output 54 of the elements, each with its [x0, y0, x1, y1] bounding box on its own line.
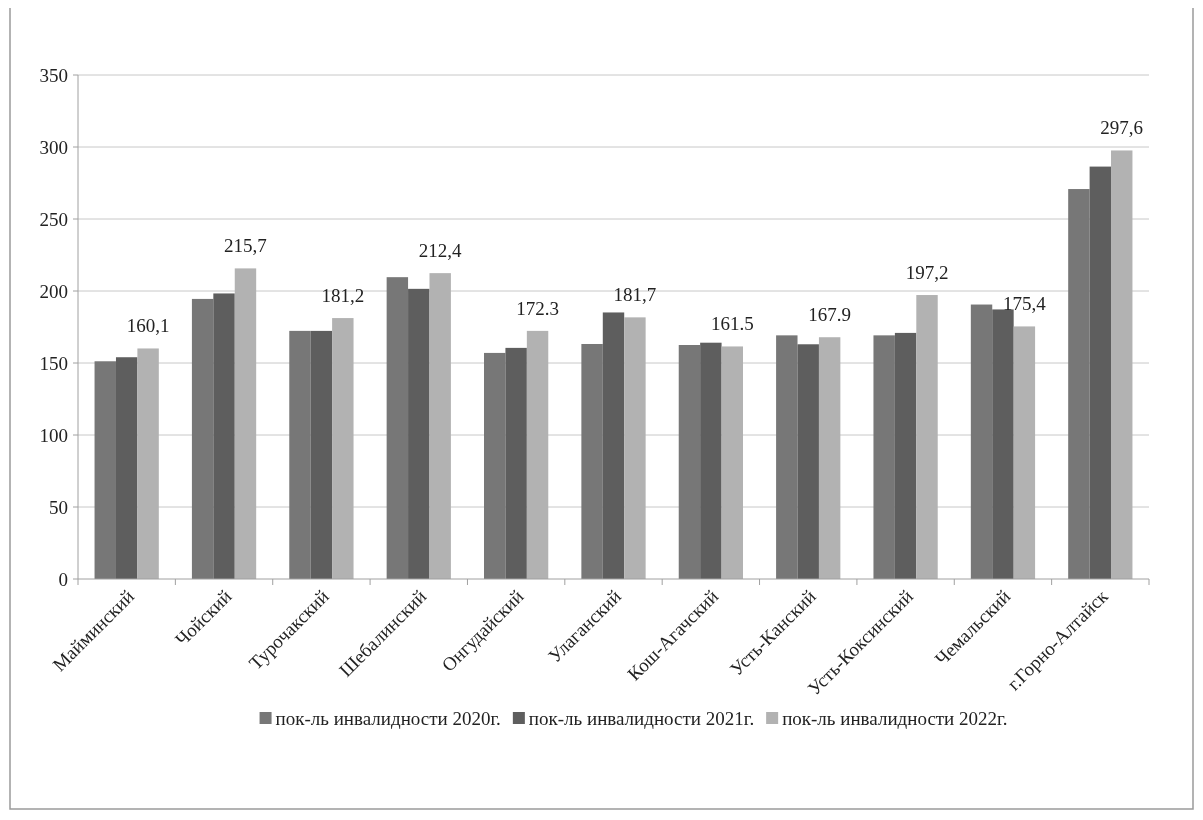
bar	[894, 332, 917, 579]
data-label: 215,7	[224, 235, 267, 257]
y-tick-label: 100	[39, 424, 68, 446]
bar	[94, 361, 116, 579]
bar	[797, 344, 819, 579]
bar	[234, 268, 257, 579]
bar	[1089, 166, 1112, 579]
bar	[873, 335, 895, 579]
y-tick-label: 250	[39, 208, 68, 230]
y-tick-label: 50	[49, 496, 68, 518]
bar	[624, 317, 646, 579]
bar	[191, 298, 214, 579]
data-label: 175,4	[1003, 293, 1047, 315]
bar	[678, 345, 701, 579]
legend-label: пок-ль инвалидности 2021г.	[528, 707, 755, 729]
bar	[408, 288, 430, 579]
data-label: 161.5	[710, 313, 754, 335]
y-tick-label: 150	[39, 352, 68, 374]
bar	[137, 348, 159, 579]
y-tick-label: 0	[58, 568, 68, 590]
legend-label: пок-ль инвалидности 2020г.	[275, 707, 501, 729]
data-label: 197,2	[905, 262, 949, 284]
bar	[721, 346, 743, 579]
bar	[213, 293, 235, 579]
y-tick-label: 300	[39, 136, 68, 158]
bar	[916, 295, 938, 579]
bar	[484, 352, 506, 579]
bar	[818, 337, 841, 579]
bar	[776, 335, 798, 579]
bar	[115, 357, 138, 579]
bar	[332, 318, 354, 579]
bar	[1068, 189, 1090, 579]
bar	[602, 312, 625, 579]
bar	[700, 342, 722, 579]
data-label: 160,1	[126, 315, 170, 337]
bar	[310, 330, 333, 579]
data-label: 172.3	[516, 297, 559, 319]
bar	[429, 273, 451, 579]
bar	[1013, 326, 1036, 579]
y-tick-label: 200	[39, 280, 68, 302]
data-label: 297,6	[1100, 117, 1144, 139]
bar	[1111, 150, 1133, 579]
data-label: 167.9	[808, 304, 852, 326]
legend-label: пок-ль инвалидности 2022г.	[782, 707, 1008, 729]
bar	[505, 347, 527, 579]
data-label: 212,4	[418, 240, 463, 262]
bar	[386, 277, 409, 579]
bar	[289, 330, 311, 579]
y-tick-label: 350	[39, 64, 68, 86]
bar	[970, 304, 993, 579]
bar	[581, 343, 603, 579]
bar	[526, 330, 549, 579]
data-label: 181,2	[321, 285, 365, 307]
data-label: 181,7	[613, 284, 657, 306]
